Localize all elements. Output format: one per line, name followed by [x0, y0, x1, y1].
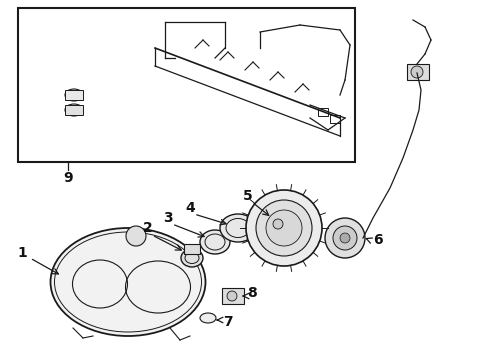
- Text: 8: 8: [247, 286, 257, 300]
- Ellipse shape: [200, 313, 216, 323]
- Text: 9: 9: [63, 171, 73, 185]
- Text: 6: 6: [373, 233, 383, 247]
- Text: 7: 7: [223, 315, 233, 329]
- Bar: [65, 90, 83, 100]
- Bar: [318, 108, 328, 116]
- Text: 2: 2: [143, 221, 153, 235]
- Circle shape: [325, 218, 365, 258]
- Circle shape: [227, 291, 237, 301]
- Circle shape: [246, 190, 322, 266]
- Ellipse shape: [220, 214, 256, 242]
- Circle shape: [256, 200, 312, 256]
- Circle shape: [266, 210, 302, 246]
- Ellipse shape: [65, 89, 83, 101]
- Ellipse shape: [65, 104, 83, 116]
- Bar: [330, 115, 340, 123]
- Circle shape: [411, 66, 423, 78]
- Bar: [184, 244, 200, 254]
- Text: 1: 1: [17, 246, 27, 260]
- Ellipse shape: [200, 230, 230, 254]
- Bar: [18, 8, 355, 162]
- Text: 3: 3: [163, 211, 173, 225]
- Circle shape: [126, 226, 146, 246]
- Circle shape: [333, 226, 357, 250]
- Ellipse shape: [50, 228, 205, 336]
- Ellipse shape: [181, 249, 203, 267]
- Circle shape: [273, 219, 283, 229]
- Text: 4: 4: [185, 201, 195, 215]
- Bar: [65, 105, 83, 115]
- Text: 5: 5: [243, 189, 253, 203]
- Bar: [407, 64, 429, 80]
- Bar: [222, 288, 244, 304]
- Circle shape: [340, 233, 350, 243]
